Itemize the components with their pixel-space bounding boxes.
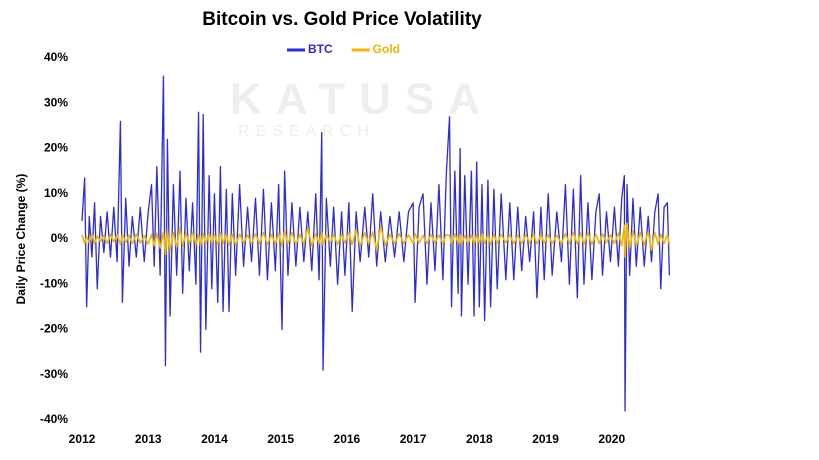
y-tick-label: 20% [44,141,68,155]
y-tick-label: -20% [40,322,68,336]
chart-title: Bitcoin vs. Gold Price Volatility [202,9,482,30]
watermark: RESEARCH [238,123,375,140]
line-series [81,75,671,412]
y-tick-label: -10% [40,276,68,290]
y-tick-label: 40% [44,50,68,64]
y-axis-label: Daily Price Change (%) [14,174,28,305]
legend-label: Gold [373,42,400,56]
x-tick-label: 2015 [267,432,294,446]
x-tick-label: 2018 [466,432,493,446]
x-tick-label: 2014 [201,432,228,446]
legend: BTC Gold [287,42,400,56]
x-tick-label: 2013 [135,432,162,446]
legend-label: BTC [308,42,333,56]
y-tick-label: 10% [44,186,68,200]
x-tick-label: 2020 [598,432,625,446]
line-series [81,222,671,258]
x-tick-label: 2019 [532,432,559,446]
watermark: KATUSA [230,75,494,124]
y-tick-label: -30% [40,367,68,381]
x-tick-label: 2017 [400,432,427,446]
x-tick-label: 2012 [69,432,96,446]
y-tick-label: 0% [51,231,69,245]
y-tick-label: -40% [40,412,68,426]
x-tick-label: 2016 [334,432,361,446]
y-tick-label: 30% [44,95,68,109]
